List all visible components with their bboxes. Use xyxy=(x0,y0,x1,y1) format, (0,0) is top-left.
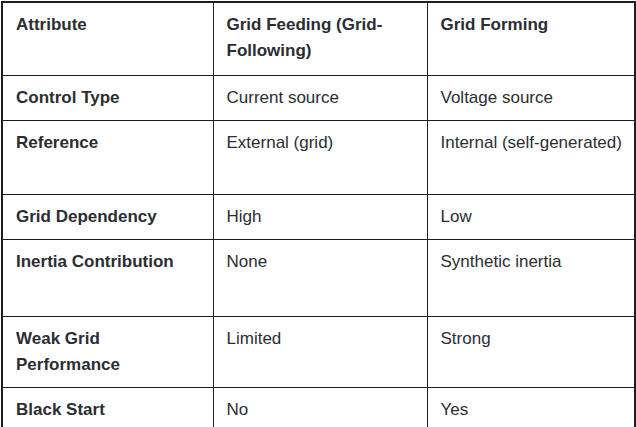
row-header: Black Start xyxy=(2,387,213,427)
row-header: Control Type xyxy=(2,75,213,120)
table-row: Control Type Current source Voltage sour… xyxy=(2,75,635,120)
cell: Synthetic inertia xyxy=(427,239,635,316)
table-row: Reference External (grid) Internal (self… xyxy=(2,120,635,194)
column-header-attribute: Attribute xyxy=(2,2,213,75)
column-header-grid-feeding: Grid Feeding (Grid-Following) xyxy=(213,2,427,75)
column-header-grid-forming: Grid Forming xyxy=(427,2,635,75)
cell: High xyxy=(213,194,427,239)
table-row: Black Start No Yes xyxy=(2,387,635,427)
cell: External (grid) xyxy=(213,120,427,194)
page: Attribute Grid Feeding (Grid-Following) … xyxy=(0,0,636,427)
cell: Internal (self-generated) xyxy=(427,120,635,194)
cell: Voltage source xyxy=(427,75,635,120)
row-header: Reference xyxy=(2,120,213,194)
cell: Limited xyxy=(213,316,427,387)
row-header: Grid Dependency xyxy=(2,194,213,239)
cell: Current source xyxy=(213,75,427,120)
cell: Low xyxy=(427,194,635,239)
cell: Strong xyxy=(427,316,635,387)
table-header-row: Attribute Grid Feeding (Grid-Following) … xyxy=(2,2,635,75)
cell: Yes xyxy=(427,387,635,427)
cell: None xyxy=(213,239,427,316)
table-row: Weak Grid Performance Limited Strong xyxy=(2,316,635,387)
table-row: Inertia Contribution None Synthetic iner… xyxy=(2,239,635,316)
cell: No xyxy=(213,387,427,427)
table-row: Grid Dependency High Low xyxy=(2,194,635,239)
row-header: Weak Grid Performance xyxy=(2,316,213,387)
grid-comparison-table: Attribute Grid Feeding (Grid-Following) … xyxy=(1,1,636,427)
row-header: Inertia Contribution xyxy=(2,239,213,316)
